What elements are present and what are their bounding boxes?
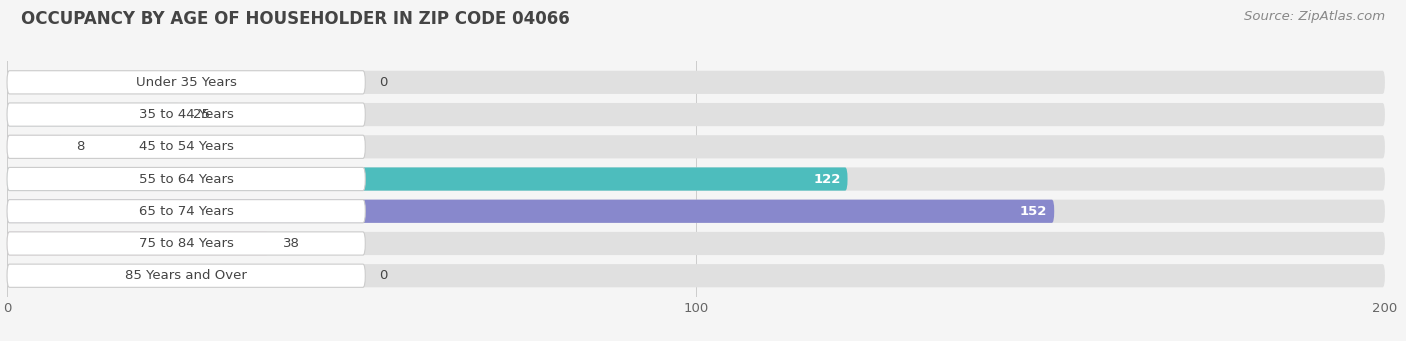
FancyBboxPatch shape [7, 167, 848, 191]
FancyBboxPatch shape [7, 135, 1385, 159]
FancyBboxPatch shape [7, 71, 1385, 94]
Text: 38: 38 [283, 237, 299, 250]
FancyBboxPatch shape [7, 135, 366, 159]
Text: 8: 8 [76, 140, 84, 153]
FancyBboxPatch shape [7, 199, 366, 223]
Text: 35 to 44 Years: 35 to 44 Years [139, 108, 233, 121]
FancyBboxPatch shape [7, 199, 1054, 223]
Text: 0: 0 [380, 76, 388, 89]
Text: 45 to 54 Years: 45 to 54 Years [139, 140, 233, 153]
Text: 152: 152 [1019, 205, 1047, 218]
FancyBboxPatch shape [7, 264, 366, 287]
Text: 65 to 74 Years: 65 to 74 Years [139, 205, 233, 218]
FancyBboxPatch shape [7, 167, 1385, 191]
Text: 55 to 64 Years: 55 to 64 Years [139, 173, 233, 186]
FancyBboxPatch shape [7, 264, 1385, 287]
Text: 85 Years and Over: 85 Years and Over [125, 269, 247, 282]
Text: Source: ZipAtlas.com: Source: ZipAtlas.com [1244, 10, 1385, 23]
Text: OCCUPANCY BY AGE OF HOUSEHOLDER IN ZIP CODE 04066: OCCUPANCY BY AGE OF HOUSEHOLDER IN ZIP C… [21, 10, 569, 28]
FancyBboxPatch shape [7, 232, 366, 255]
FancyBboxPatch shape [7, 135, 62, 159]
Text: Under 35 Years: Under 35 Years [136, 76, 236, 89]
Text: 25: 25 [193, 108, 209, 121]
FancyBboxPatch shape [7, 232, 1385, 255]
FancyBboxPatch shape [7, 199, 1385, 223]
Text: 0: 0 [380, 269, 388, 282]
FancyBboxPatch shape [7, 71, 366, 94]
FancyBboxPatch shape [7, 103, 180, 126]
Text: 75 to 84 Years: 75 to 84 Years [139, 237, 233, 250]
FancyBboxPatch shape [7, 232, 269, 255]
FancyBboxPatch shape [7, 103, 366, 126]
FancyBboxPatch shape [7, 167, 366, 191]
Text: 122: 122 [813, 173, 841, 186]
FancyBboxPatch shape [7, 103, 1385, 126]
